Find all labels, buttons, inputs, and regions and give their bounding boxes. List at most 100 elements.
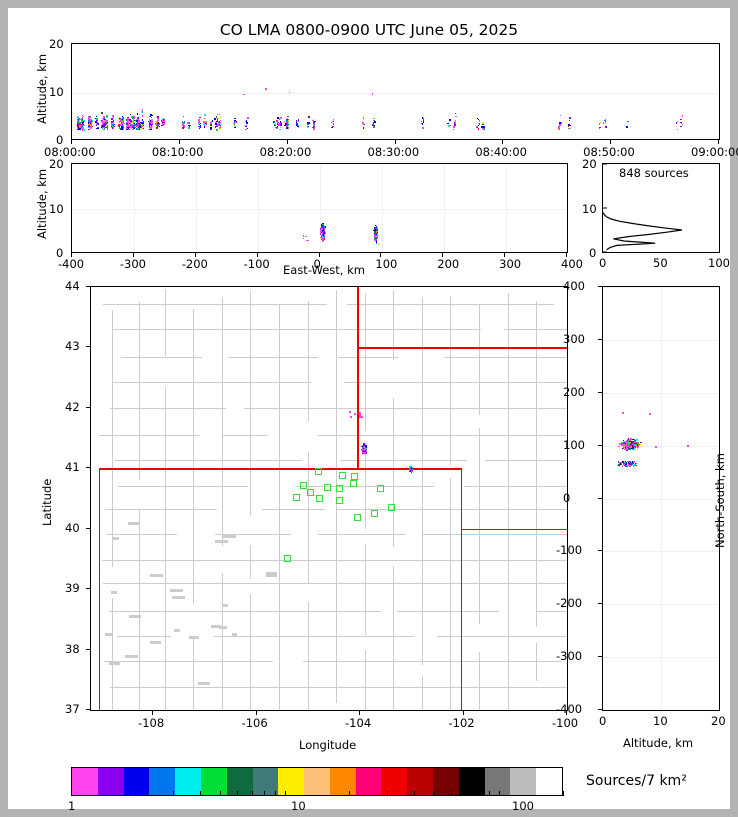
county-boundary: [214, 635, 262, 637]
county-boundary: [407, 686, 487, 688]
county-boundary: [551, 485, 567, 487]
data-point: [233, 124, 236, 126]
data-point: [136, 122, 138, 125]
tick-label: 300: [563, 331, 585, 346]
data-point: [481, 126, 483, 128]
data-point: [287, 123, 290, 125]
data-point: [375, 233, 377, 236]
lma-station-marker[interactable]: [371, 510, 379, 518]
data-point: [288, 91, 291, 94]
county-boundary: [535, 382, 567, 384]
axis-tick: [566, 253, 567, 257]
data-point: [623, 461, 626, 463]
data-point: [96, 122, 98, 124]
data-point: [198, 122, 200, 125]
data-point: [137, 128, 140, 131]
data-point: [95, 121, 97, 123]
tick-label: -400: [58, 257, 85, 271]
data-point: [141, 128, 143, 130]
data-point: [626, 464, 628, 467]
data-point: [131, 124, 133, 127]
data-point: [210, 121, 213, 123]
lma-station-marker[interactable]: [315, 467, 323, 475]
county-boundary: [484, 460, 567, 462]
data-point: [629, 443, 632, 445]
data-point: [214, 118, 216, 120]
tick-label: 0: [563, 490, 571, 505]
data-point: [287, 120, 290, 123]
axis-tick: [610, 140, 612, 144]
lma-station-marker[interactable]: [351, 473, 359, 481]
data-point: [483, 126, 485, 128]
lma-station-marker[interactable]: [299, 481, 307, 489]
axis-tick: [598, 550, 602, 552]
lma-station-marker[interactable]: [335, 484, 343, 492]
colorbar-tick: [251, 791, 253, 796]
data-point: [453, 122, 456, 124]
tick-label: 44: [65, 279, 80, 293]
panel-northsouth-altitude[interactable]: [602, 286, 720, 711]
county-boundary: [181, 610, 268, 612]
lma-station-marker[interactable]: [335, 496, 343, 504]
data-point: [111, 127, 114, 129]
lma-station-marker[interactable]: [284, 555, 292, 563]
lma-station-marker[interactable]: [377, 485, 385, 493]
county-boundary: [279, 670, 281, 710]
lma-station-marker[interactable]: [293, 493, 301, 501]
data-point: [323, 232, 325, 234]
tick-label: 1: [68, 799, 76, 813]
colorbar[interactable]: [71, 767, 563, 796]
data-point: [182, 115, 185, 118]
data-point: [105, 125, 107, 127]
data-point: [630, 443, 633, 445]
data-point: [127, 121, 129, 123]
data-point: [286, 121, 289, 124]
data-point: [149, 128, 151, 131]
county-boundary: [336, 625, 338, 704]
data-point: [634, 448, 637, 451]
panel-altitude-histogram[interactable]: [602, 163, 720, 253]
panel-eastwest-altitude[interactable]: [71, 163, 568, 253]
county-boundary: [164, 676, 166, 710]
data-point: [627, 438, 630, 440]
colorbar-segment: [510, 768, 537, 795]
colorbar-tick: [199, 791, 201, 796]
data-point: [280, 117, 282, 119]
lma-station-marker[interactable]: [324, 484, 332, 492]
colorbar-gradient: [72, 768, 562, 795]
county-boundary: [102, 559, 196, 561]
data-point: [287, 124, 290, 127]
lma-station-marker[interactable]: [353, 514, 361, 522]
county-boundary: [421, 297, 423, 382]
data-point: [130, 119, 132, 122]
panel-time-altitude[interactable]: [71, 43, 720, 140]
data-point: [139, 126, 141, 128]
lma-station-marker[interactable]: [387, 504, 395, 512]
data-point: [216, 120, 219, 122]
lma-station-marker[interactable]: [350, 480, 358, 488]
lma-station-marker[interactable]: [339, 472, 347, 480]
data-point: [362, 451, 364, 454]
data-point: [272, 121, 275, 123]
data-point: [149, 115, 151, 118]
data-point: [130, 121, 132, 124]
county-boundary: [336, 379, 338, 421]
data-point: [128, 123, 131, 126]
lma-station-marker[interactable]: [307, 488, 315, 496]
data-point: [633, 447, 636, 449]
data-point: [148, 119, 151, 121]
panel-map[interactable]: [90, 286, 568, 711]
data-point: [361, 450, 364, 453]
county-boundary: [279, 566, 281, 671]
county-boundary: [210, 624, 222, 628]
gridline: [603, 392, 719, 394]
county-boundary: [231, 632, 237, 636]
lma-station-marker[interactable]: [316, 495, 324, 502]
data-point: [422, 117, 425, 119]
axis-tick: [566, 711, 567, 715]
colorbar-segment: [149, 768, 176, 795]
county-boundary: [160, 460, 201, 462]
data-point: [625, 462, 628, 464]
data-point: [477, 122, 480, 125]
data-point: [680, 121, 682, 124]
